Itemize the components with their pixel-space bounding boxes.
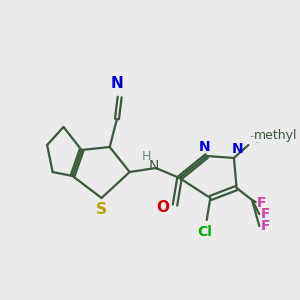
Text: N: N xyxy=(111,76,123,91)
Text: Cl: Cl xyxy=(197,225,212,239)
Text: F: F xyxy=(261,207,271,221)
Text: S: S xyxy=(96,202,107,217)
Text: methyl: methyl xyxy=(251,136,256,137)
Text: H: H xyxy=(142,149,152,163)
Text: N: N xyxy=(232,142,243,156)
Text: N: N xyxy=(149,159,159,173)
Text: methyl: methyl xyxy=(254,130,297,142)
Text: O: O xyxy=(156,200,169,214)
Text: F: F xyxy=(261,219,271,233)
Text: methyl: methyl xyxy=(256,141,261,142)
Text: F: F xyxy=(256,196,266,210)
Text: N: N xyxy=(199,140,211,154)
